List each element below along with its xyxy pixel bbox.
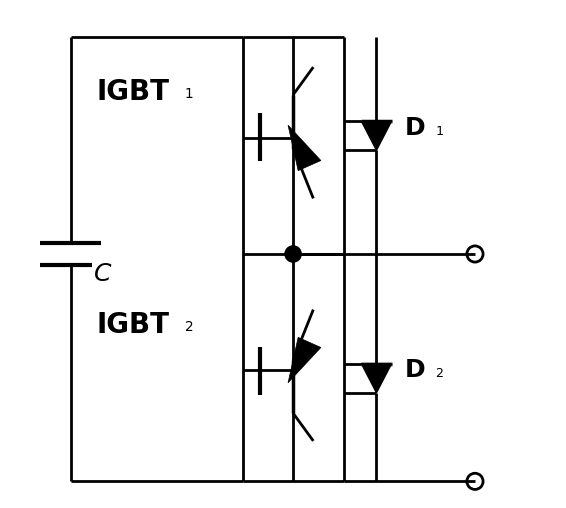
- Text: $_2$: $_2$: [185, 315, 194, 334]
- Text: D: D: [404, 116, 425, 140]
- Text: D: D: [404, 358, 425, 382]
- Polygon shape: [361, 121, 392, 150]
- Polygon shape: [288, 337, 321, 383]
- Circle shape: [285, 246, 301, 262]
- Text: IGBT: IGBT: [96, 78, 169, 106]
- Text: $_1$: $_1$: [435, 120, 444, 138]
- Text: C: C: [93, 262, 111, 286]
- Polygon shape: [288, 125, 321, 171]
- Polygon shape: [361, 364, 392, 393]
- Text: $_1$: $_1$: [185, 82, 194, 102]
- Text: $_2$: $_2$: [435, 362, 444, 380]
- Text: IGBT: IGBT: [96, 311, 169, 339]
